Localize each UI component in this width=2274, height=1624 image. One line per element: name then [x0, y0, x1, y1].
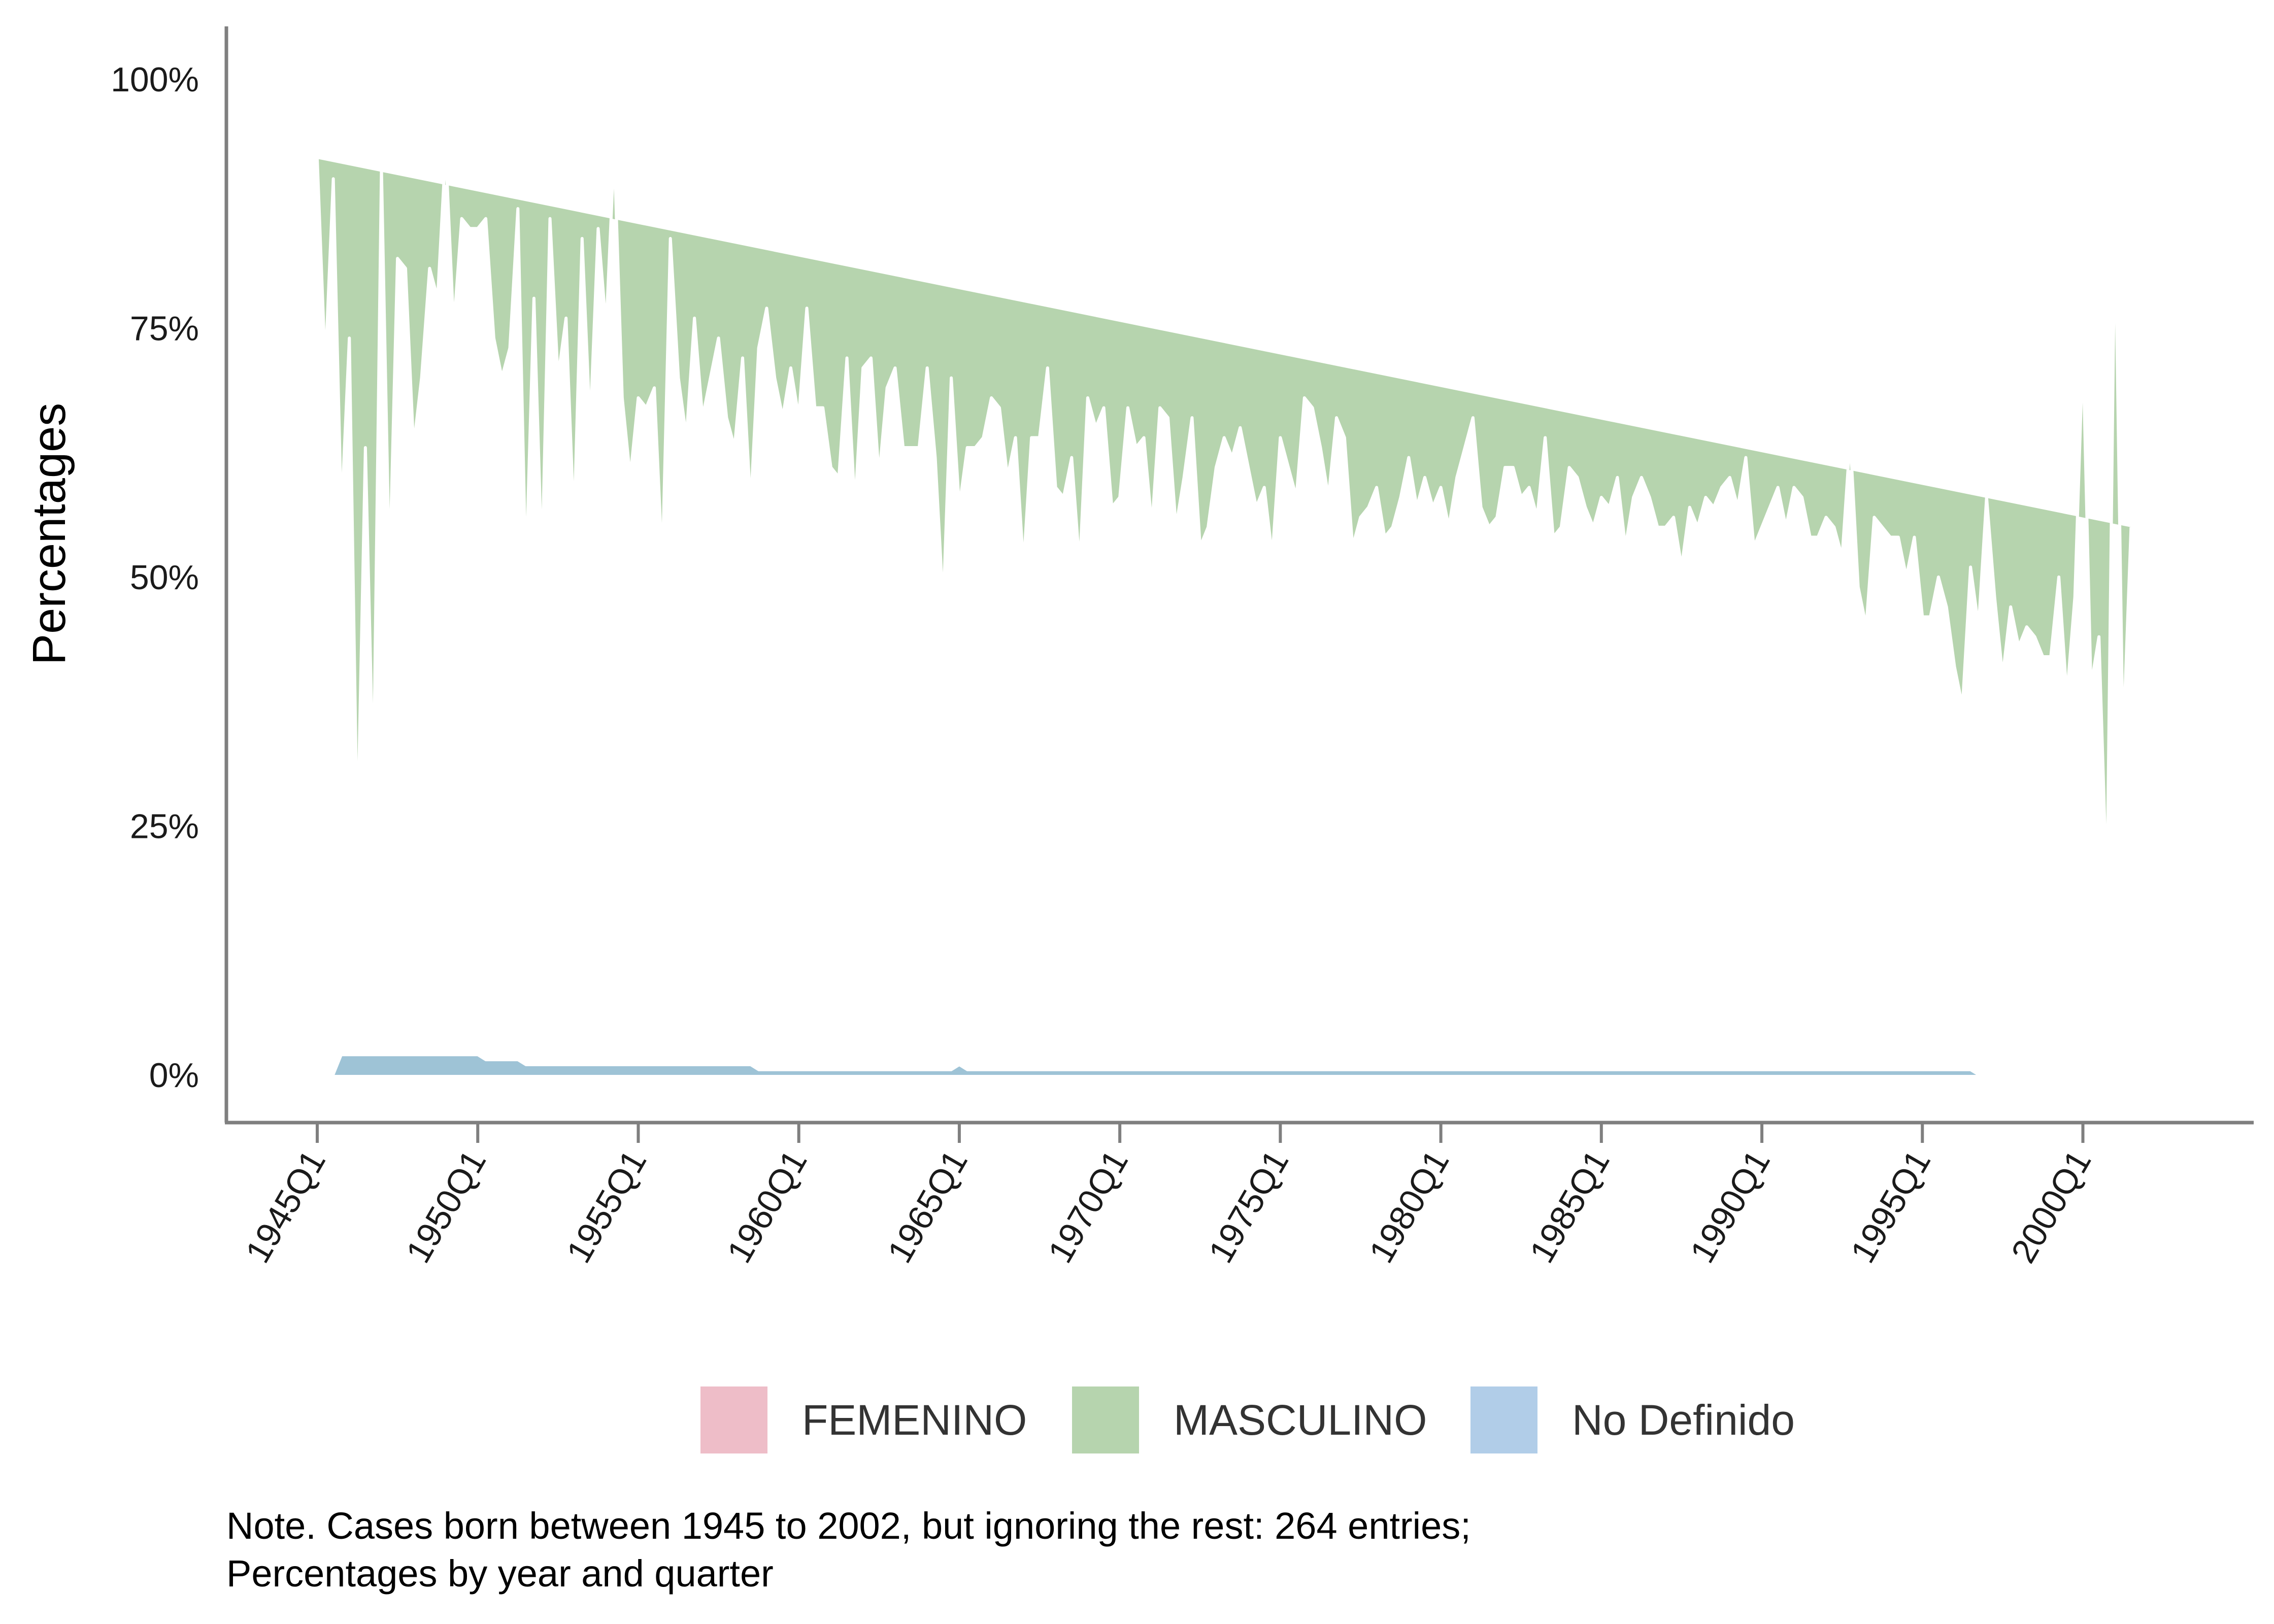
- line-masculino: [316, 147, 2133, 897]
- y-axis-ticks: 0% 25% 50% 75% 100%: [111, 60, 199, 1095]
- legend-label-no-definido: No Definido: [1572, 1396, 1795, 1444]
- note-line-1: Note. Cases born between 1945 to 2002, b…: [226, 1505, 1471, 1547]
- y-tick-label: 50%: [130, 558, 199, 597]
- x-tick-label: 1945Q1: [238, 1144, 333, 1270]
- y-axis-title: Percentages: [23, 403, 75, 665]
- x-tick-label: 1950Q1: [398, 1144, 493, 1270]
- legend-label-masculino: MASCULINO: [1174, 1396, 1427, 1444]
- legend: FEMENINO MASCULINO No Definido: [700, 1386, 1795, 1453]
- x-axis-ticks: 1945Q1 1950Q1 1955Q1 1960Q1 1965Q1 1970Q1 1975…: [238, 1123, 2098, 1269]
- y-tick-label: 100%: [111, 60, 199, 99]
- x-tick-label: 1975Q1: [1201, 1144, 1296, 1270]
- legend-label-femenino: FEMENINO: [802, 1396, 1027, 1444]
- x-tick-label: 1970Q1: [1041, 1144, 1135, 1270]
- x-tick-label: 1960Q1: [720, 1144, 815, 1270]
- x-tick-label: 2000Q1: [2004, 1144, 2099, 1270]
- chart-lines: [316, 147, 2147, 1076]
- x-tick-label: 1980Q1: [1362, 1144, 1457, 1270]
- x-tick-label: 1990Q1: [1683, 1144, 1778, 1270]
- line-no-definido: [317, 1054, 2147, 1076]
- legend-swatch-no-definido: [1470, 1386, 1537, 1453]
- chart-axes: [224, 26, 2254, 1125]
- x-tick-label: 1955Q1: [559, 1144, 654, 1270]
- y-tick-label: 75%: [130, 310, 199, 348]
- chart-areas: [317, 149, 2147, 1075]
- x-tick-label: 1965Q1: [880, 1144, 975, 1270]
- x-tick-label: 1995Q1: [1843, 1144, 1938, 1270]
- y-tick-label: 25%: [130, 807, 199, 846]
- area-masculino: [317, 149, 2131, 896]
- legend-swatch-masculino: [1072, 1386, 1139, 1453]
- y-tick-label: 0%: [149, 1056, 199, 1095]
- chart-note: Note. Cases born between 1945 to 2002, b…: [226, 1502, 1471, 1598]
- x-tick-label: 1985Q1: [1522, 1144, 1617, 1270]
- note-line-2: Percentages by year and quarter: [226, 1552, 774, 1595]
- legend-swatch-femenino: [700, 1386, 767, 1453]
